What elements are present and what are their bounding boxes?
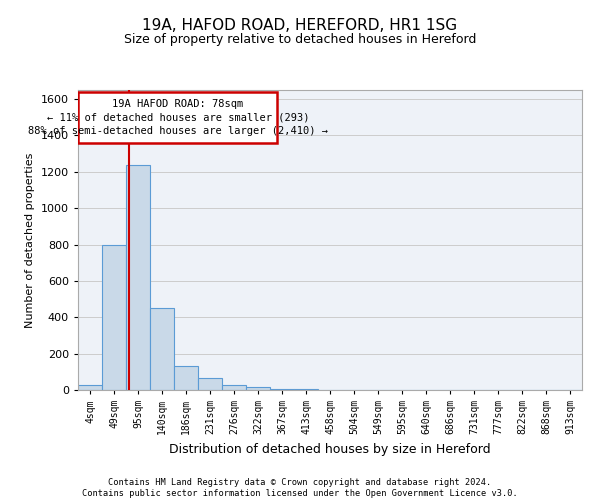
Bar bbox=[222, 384, 246, 390]
Text: 88% of semi-detached houses are larger (2,410) →: 88% of semi-detached houses are larger (… bbox=[28, 126, 328, 136]
Bar bbox=[150, 308, 174, 390]
Bar bbox=[174, 366, 198, 390]
FancyBboxPatch shape bbox=[79, 92, 277, 142]
Text: Size of property relative to detached houses in Hereford: Size of property relative to detached ho… bbox=[124, 32, 476, 46]
Text: ← 11% of detached houses are smaller (293): ← 11% of detached houses are smaller (29… bbox=[47, 112, 309, 122]
Bar bbox=[270, 389, 294, 390]
Text: 19A HAFOD ROAD: 78sqm: 19A HAFOD ROAD: 78sqm bbox=[112, 99, 244, 109]
Bar bbox=[102, 244, 126, 390]
Bar bbox=[126, 164, 150, 390]
Bar bbox=[246, 388, 270, 390]
Text: Contains HM Land Registry data © Crown copyright and database right 2024.
Contai: Contains HM Land Registry data © Crown c… bbox=[82, 478, 518, 498]
Bar bbox=[198, 378, 222, 390]
Bar bbox=[78, 386, 102, 390]
Y-axis label: Number of detached properties: Number of detached properties bbox=[25, 152, 35, 328]
X-axis label: Distribution of detached houses by size in Hereford: Distribution of detached houses by size … bbox=[169, 442, 491, 456]
Text: 19A, HAFOD ROAD, HEREFORD, HR1 1SG: 19A, HAFOD ROAD, HEREFORD, HR1 1SG bbox=[142, 18, 458, 32]
